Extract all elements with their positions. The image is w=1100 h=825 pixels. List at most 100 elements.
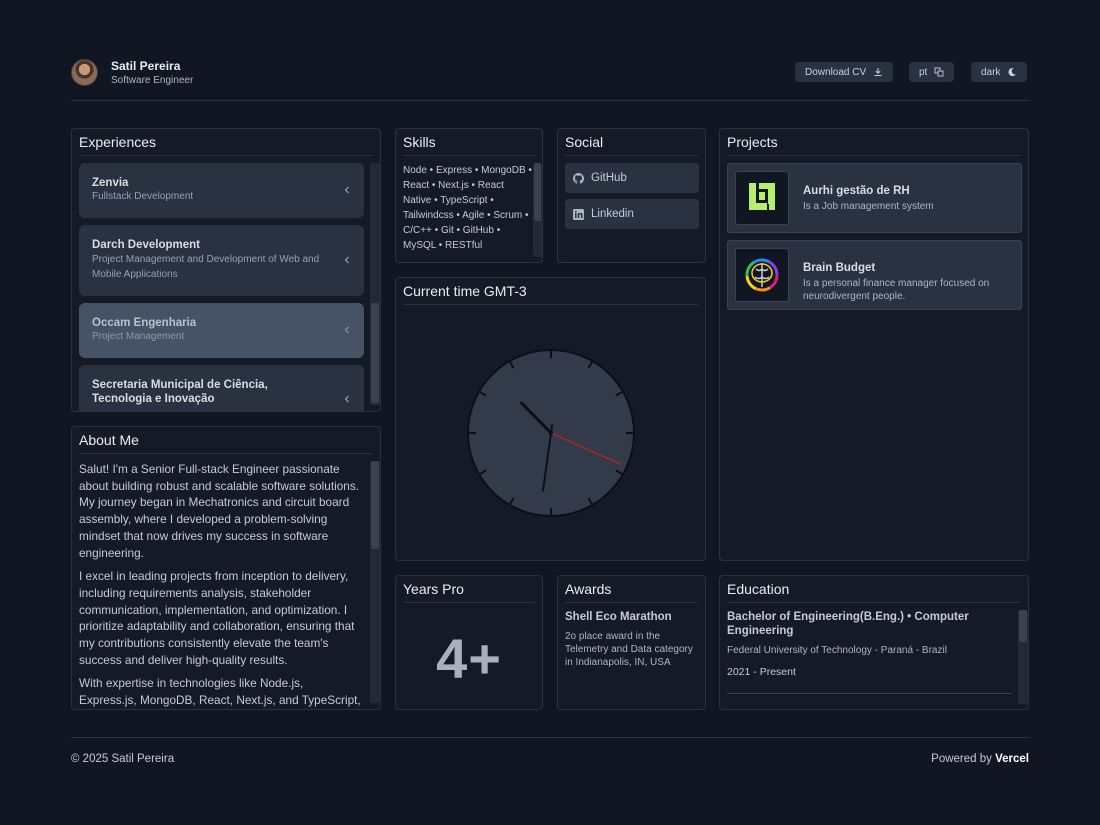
github-link[interactable]: GitHub <box>565 163 699 193</box>
experience-company: Occam Engenharia <box>92 317 197 329</box>
social-title: Social <box>565 134 698 156</box>
education-school: Federal University of Technology - Paran… <box>727 645 947 656</box>
scrollbar-thumb[interactable] <box>371 303 379 403</box>
about-paragraph: I excel in leading projects from incepti… <box>79 569 355 667</box>
download-cv-label: Download CV <box>805 66 867 78</box>
education-degree: Bachelor of Engineering(B.Eng.) • Comput… <box>727 611 969 637</box>
awards-card: Awards Shell Eco Marathon 2o place award… <box>557 575 706 710</box>
about-text: Salut! I'm a Senior Full-stack Engineer … <box>79 461 364 709</box>
clock-tick <box>479 469 487 475</box>
theme-toggle-button[interactable]: dark <box>971 62 1028 82</box>
experience-item-darch[interactable]: Darch Development Project Management and… <box>79 225 364 296</box>
clock-tick <box>509 497 515 505</box>
theme-label: dark <box>981 66 1001 78</box>
aurhi-logo-mark <box>749 183 775 210</box>
hour-hand <box>520 401 553 435</box>
project-description: Is a personal finance manager focused on… <box>803 278 990 302</box>
aurhi-logo <box>735 171 789 225</box>
projects-title: Projects <box>727 134 1021 156</box>
scrollbar-thumb[interactable] <box>1019 610 1027 642</box>
language-toggle-button[interactable]: pt <box>909 62 955 82</box>
experience-company: Darch Development <box>92 239 201 251</box>
footer: © 2025 Satil Pereira Powered by Vercel <box>71 737 1029 765</box>
experience-role: Fullstack Development <box>92 191 194 202</box>
education-title: Education <box>727 581 1021 603</box>
brain-logo <box>735 248 789 302</box>
years-card: Years Pro 4+ <box>395 575 543 710</box>
linkedin-icon <box>573 208 584 220</box>
clock-tick <box>615 391 623 397</box>
skills-scrollbar[interactable] <box>533 163 542 257</box>
github-label: GitHub <box>591 172 627 184</box>
experiences-scrollbar[interactable] <box>370 163 380 405</box>
experience-role: Project Management <box>92 331 185 342</box>
chevron-left-icon <box>344 326 349 334</box>
scrollbar-thumb[interactable] <box>534 163 541 221</box>
clock-tick <box>615 469 623 475</box>
scrollbar-thumb[interactable] <box>371 461 379 549</box>
experiences-title: Experiences <box>79 134 373 156</box>
project-item-brain-budget[interactable]: Brain Budget Is a personal finance manag… <box>727 240 1022 310</box>
divider <box>727 693 1012 694</box>
about-scrollbar[interactable] <box>370 461 380 703</box>
second-hand <box>550 432 621 465</box>
about-paragraph: With expertise in technologies like Node… <box>79 676 361 708</box>
translate-icon <box>934 67 944 77</box>
skills-title: Skills <box>403 134 535 156</box>
clock-tick <box>587 361 593 369</box>
experience-item-occam[interactable]: Occam Engenharia Project Management <box>79 303 364 358</box>
clock-title: Current time GMT-3 <box>403 283 698 305</box>
social-card: Social GitHub Linkedin <box>557 128 706 263</box>
experience-item-zenvia[interactable]: Zenvia Fullstack Development <box>79 163 364 218</box>
awards-title: Awards <box>565 581 698 603</box>
moon-icon <box>1008 68 1017 77</box>
project-name: Brain Budget <box>803 262 876 274</box>
powered-by-prefix: Powered by <box>931 753 992 765</box>
minute-hand <box>542 424 554 492</box>
clock-card: Current time GMT-3 <box>395 277 706 561</box>
education-card: Education Bachelor of Engineering(B.Eng.… <box>719 575 1029 710</box>
download-cv-button[interactable]: Download CV <box>795 62 894 82</box>
powered-by: Powered by Vercel <box>931 753 1029 765</box>
brain-logo-mark <box>745 258 779 292</box>
github-icon <box>573 172 584 184</box>
vercel-link[interactable]: Vercel <box>995 753 1029 765</box>
project-description: Is a Job management system <box>803 201 934 212</box>
award-name: Shell Eco Marathon <box>565 611 672 623</box>
chevron-left-icon <box>344 256 349 264</box>
about-title: About Me <box>79 432 373 454</box>
clock-tick <box>587 497 593 505</box>
profile-role: Software Engineer <box>111 75 194 86</box>
clock-center <box>549 431 553 435</box>
experiences-card: Experiences Zenvia Fullstack Development… <box>71 128 381 412</box>
clock-tick <box>509 361 515 369</box>
linkedin-label: Linkedin <box>591 208 634 220</box>
education-period: 2021 - Present <box>727 666 796 678</box>
skills-list: Node • Express • MongoDB • React • Next.… <box>403 165 532 251</box>
download-icon <box>874 68 882 76</box>
years-title: Years Pro <box>403 581 535 603</box>
about-paragraph: Salut! I'm a Senior Full-stack Engineer … <box>79 462 360 560</box>
chevron-left-icon <box>344 186 349 194</box>
project-item-aurhi[interactable]: Aurhi gestão de RH Is a Job management s… <box>727 163 1022 233</box>
linkedin-link[interactable]: Linkedin <box>565 199 699 229</box>
chevron-left-icon <box>344 395 349 403</box>
experience-role: Project Management and Development of We… <box>92 254 320 280</box>
experience-company: Zenvia <box>92 177 129 189</box>
projects-card: Projects Aurhi gestão de RH Is a Job man… <box>719 128 1029 561</box>
award-description: 2o place award in the Telemetry and Data… <box>565 631 693 668</box>
language-label: pt <box>919 66 928 78</box>
clock-tick <box>479 391 487 397</box>
profile-name: Satil Pereira <box>111 59 181 73</box>
copyright: © 2025 Satil Pereira <box>71 753 175 765</box>
about-card: About Me Salut! I'm a Senior Full-stack … <box>71 426 381 710</box>
analog-clock <box>467 349 635 517</box>
years-value: 4+ <box>436 627 502 690</box>
header: Satil Pereira Software Engineer Download… <box>71 56 1029 101</box>
avatar <box>71 59 98 86</box>
skills-card: Skills Node • Express • MongoDB • React … <box>395 128 543 263</box>
experience-company: Secretaria Municipal de Ciência, Tecnolo… <box>92 379 268 405</box>
experience-item-secretaria[interactable]: Secretaria Municipal de Ciência, Tecnolo… <box>79 365 364 411</box>
education-scrollbar[interactable] <box>1018 610 1028 704</box>
project-name: Aurhi gestão de RH <box>803 185 910 197</box>
